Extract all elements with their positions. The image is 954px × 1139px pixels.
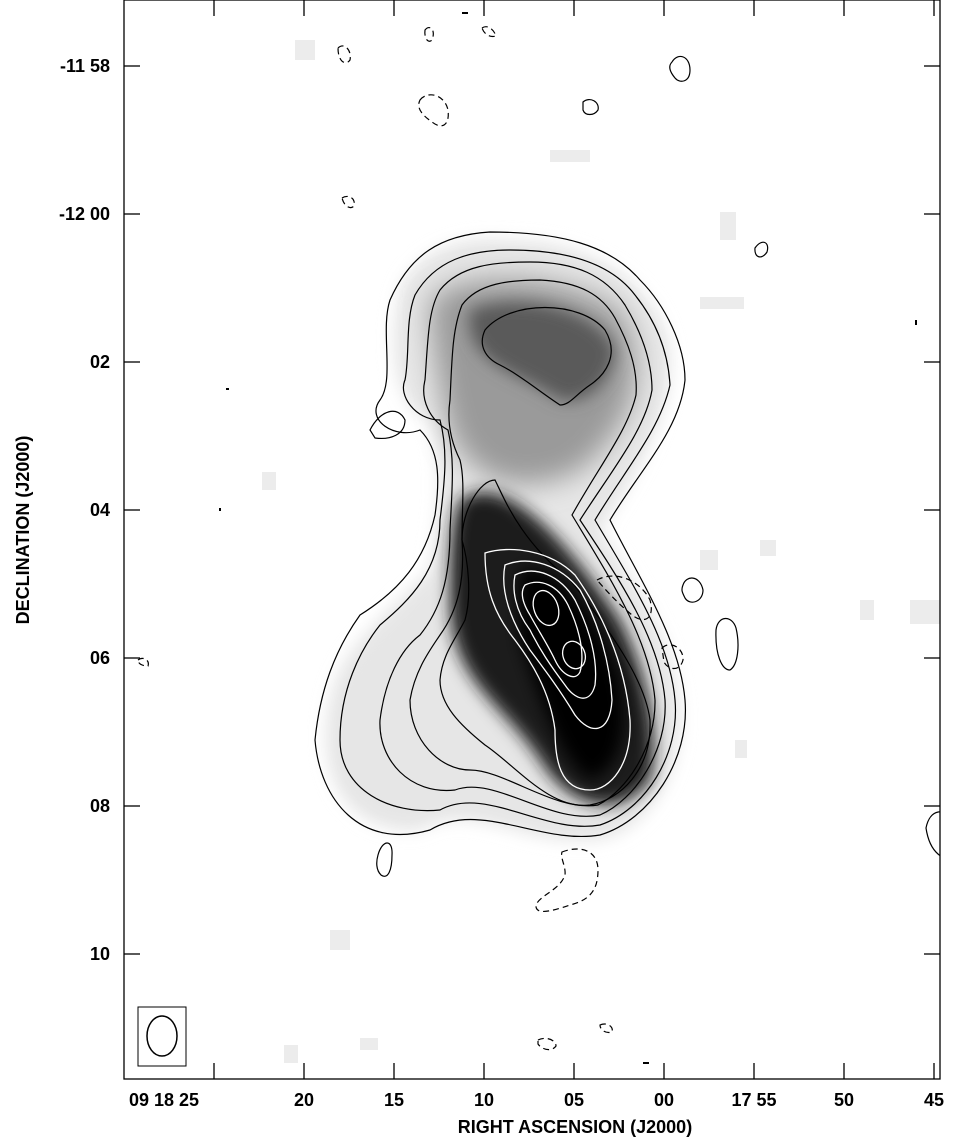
contour-level-2 (339, 249, 677, 827)
stray-mark (915, 320, 917, 325)
neg-contour (481, 26, 497, 38)
contours-positive (314, 231, 686, 837)
y-tick-labels: -11 58 -12 00 02 04 06 08 10 (59, 56, 110, 964)
blob (715, 617, 739, 671)
contour-inner-4 (521, 581, 583, 678)
x-tick-labels: 09 18 25 20 15 10 05 00 17 55 50 45 (129, 1090, 944, 1110)
contour-level-3 (379, 261, 666, 817)
neg-contour (661, 644, 684, 670)
x-tick-label: 20 (294, 1090, 314, 1110)
x-tick-label: 00 (654, 1090, 674, 1110)
noise-patch (330, 930, 350, 950)
noise-patch (700, 297, 744, 309)
neg-contour (599, 1023, 613, 1034)
contour-level-5 (439, 479, 651, 806)
noise-patch (720, 212, 736, 240)
blob (582, 98, 599, 116)
neg-contour (424, 27, 434, 42)
noise-patch (360, 1038, 378, 1050)
noise-patch (860, 600, 874, 620)
blob (376, 842, 393, 877)
y-tick-label: 10 (90, 944, 110, 964)
x-tick-label: 50 (834, 1090, 854, 1110)
blob (369, 410, 406, 440)
x-tick-label: 15 (384, 1090, 404, 1110)
y-tick-label: -12 00 (59, 204, 110, 224)
contours-negative (137, 26, 684, 1051)
noise-patch (284, 1045, 298, 1063)
x-tick-label: 17 55 (731, 1090, 776, 1110)
y-tick-label: 04 (90, 500, 110, 520)
noise-patch (910, 600, 940, 624)
blob (681, 577, 704, 603)
noise-patch (760, 540, 776, 556)
plot-frame (123, 0, 941, 1080)
beam-indicator (137, 1006, 187, 1067)
y-tick-label: 02 (90, 352, 110, 372)
contour-inner-peak-north (532, 589, 560, 627)
stray-marks (219, 12, 917, 1064)
x-axis-title: RIGHT ASCENSION (J2000) (458, 1117, 692, 1137)
noise-patch (700, 550, 718, 570)
neg-contour (341, 195, 355, 209)
axis-ticks (124, 0, 940, 1079)
noise-patch (262, 472, 276, 490)
neg-contour (137, 657, 149, 667)
y-axis-title: DECLINATION (J2000) (13, 436, 33, 625)
stray-mark (219, 508, 221, 511)
isolated-contours (369, 55, 940, 877)
stray-mark (462, 12, 468, 14)
x-tick-label: 10 (474, 1090, 494, 1110)
contour-inner-peak-south (561, 640, 587, 670)
x-tick-label: 09 18 25 (129, 1090, 199, 1110)
neg-contour (337, 45, 351, 64)
neg-contour (535, 848, 599, 912)
blob (925, 811, 940, 857)
stray-mark (226, 388, 229, 390)
contours-inner (484, 548, 631, 791)
contour-level-1 (314, 231, 686, 837)
contour-inner-1 (484, 548, 631, 791)
contour-inner-3 (513, 570, 597, 699)
y-tick-label: 06 (90, 648, 110, 668)
emission-core (520, 568, 624, 780)
y-tick-label: 08 (90, 796, 110, 816)
neg-contour (596, 575, 652, 621)
x-tick-label: 45 (924, 1090, 944, 1110)
noise-patch (550, 150, 590, 162)
neg-contour (537, 1037, 557, 1051)
contour-inner-2 (503, 560, 613, 730)
neg-contour (418, 94, 449, 127)
y-tick-label: -11 58 (60, 56, 110, 76)
blob (754, 241, 769, 258)
noise-patch (295, 40, 315, 60)
contour-level-4 (409, 279, 656, 807)
blob (669, 55, 691, 82)
noise-patch (735, 740, 747, 758)
emission-north-lobe (469, 302, 615, 401)
contour-level-north (481, 307, 612, 406)
stray-mark (643, 1062, 649, 1064)
beam-ellipse (146, 1015, 178, 1057)
x-tick-label: 05 (564, 1090, 584, 1110)
